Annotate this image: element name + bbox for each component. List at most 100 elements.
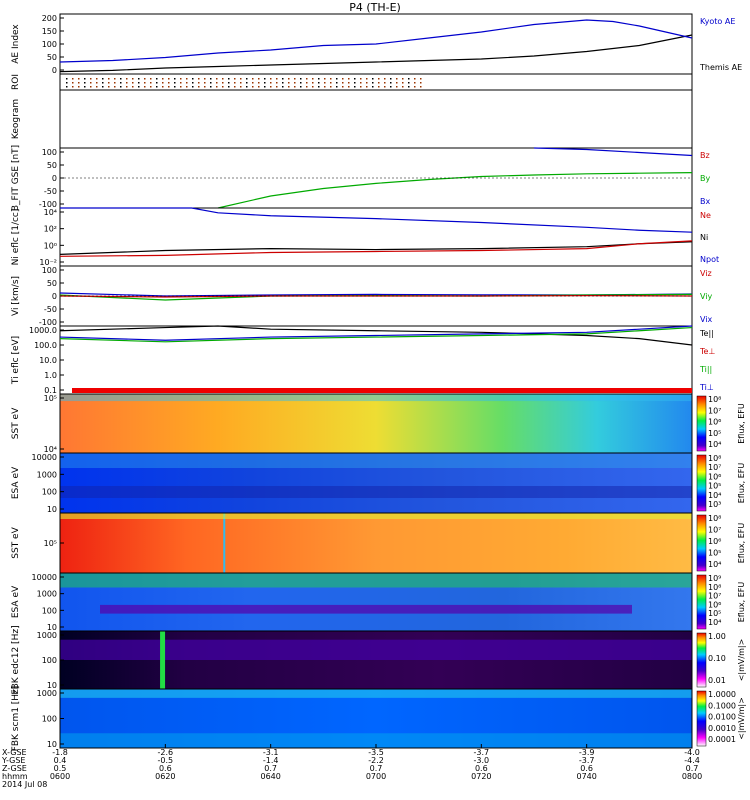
x-axis-value: 0720 [471, 772, 491, 781]
roi-dot [354, 82, 356, 84]
roi-dot [408, 86, 410, 88]
roi-dot [72, 82, 74, 84]
roi-dot [276, 82, 278, 84]
y-tick-label: 100 [42, 656, 57, 665]
y-tick-label: 0.1 [44, 386, 57, 395]
x-axis-value: -4.4 [684, 756, 700, 765]
legend-entry: Te|| [699, 329, 714, 338]
roi-dot [138, 86, 140, 88]
colorbar-esa-i [696, 454, 707, 512]
spectrogram-band [60, 394, 692, 402]
panel-ylabel: B_FIT GSE [nT] [11, 145, 21, 211]
roi-dot [282, 78, 284, 80]
roi-dot [108, 82, 110, 84]
roi-dot [102, 78, 104, 80]
data-coverage-bar [72, 388, 692, 393]
roi-dot [336, 82, 338, 84]
y-tick-label: -100 [39, 200, 57, 209]
roi-dot [372, 78, 374, 80]
roi-dot [378, 82, 380, 84]
roi-dot [90, 86, 92, 88]
roi-dot [198, 78, 200, 80]
colorbar-tick-label: 10⁴ [708, 440, 721, 449]
roi-dot [126, 78, 128, 80]
y-tick-label: 1000 [37, 590, 57, 599]
legend-entry: Bz [700, 151, 710, 160]
roi-dot [396, 82, 398, 84]
roi-dot [66, 86, 68, 88]
colorbar-fbk-b [696, 690, 707, 747]
roi-dot [78, 78, 80, 80]
roi-dot [348, 78, 350, 80]
legend-entry: Npot [700, 255, 719, 264]
x-axis-value: -3.9 [579, 748, 595, 757]
roi-dot [228, 82, 230, 84]
panel-fbk-e: FBK edc12 [Hz] 10 100 1000 1.00 0.10 0.01 <|mV/… [11, 625, 746, 694]
y-tick-label: 1000 [37, 631, 57, 640]
roi-dot [222, 86, 224, 88]
roi-dot [114, 86, 116, 88]
x-axis-row-label: X-GSE [2, 748, 27, 757]
colorbar-tick-label: 10⁵ [708, 482, 721, 491]
roi-dot [120, 82, 122, 84]
x-axis-value: -1.8 [52, 748, 68, 757]
y-tick-label: 100 [42, 715, 57, 724]
x-axis-value: -3.7 [579, 756, 595, 765]
roi-dot [420, 78, 422, 80]
panel-ylabel: Keogram [11, 99, 21, 139]
roi-dot [408, 82, 410, 84]
spectrogram-band [100, 604, 632, 614]
series-line-bx [533, 147, 693, 157]
spectrogram-sst-i [60, 394, 692, 453]
roi-dot [300, 86, 302, 88]
roi-dot [360, 78, 362, 80]
roi-dot [396, 86, 398, 88]
roi-dot [336, 86, 338, 88]
colorbar-label: Eflux, EFU [737, 523, 746, 564]
roi-dot [144, 82, 146, 84]
roi-dot [96, 82, 98, 84]
y-tick-label: 10⁻² [39, 258, 57, 267]
panel-ylabel: Vi [km/s] [11, 276, 21, 316]
roi-dot [78, 86, 80, 88]
y-tick-label: 10⁴ [44, 208, 57, 217]
roi-dot [258, 86, 260, 88]
roi-dot [324, 78, 326, 80]
roi-dot [108, 86, 110, 88]
panel-frame [59, 207, 693, 267]
colorbar-label: Eflux, EFU [737, 463, 746, 504]
legend-entry: Viy [700, 292, 713, 301]
roi-dot [384, 86, 386, 88]
roi-dot [414, 82, 416, 84]
roi-dot [264, 78, 266, 80]
colorbar-tick-label: 10⁸ [708, 514, 721, 523]
x-axis-value: 0.6 [580, 764, 593, 773]
legend-entry: Kyoto AE [700, 17, 735, 26]
roi-dot [402, 82, 404, 84]
x-axis-value: -3.5 [368, 748, 384, 757]
roi-dot [168, 86, 170, 88]
roi-dot [132, 86, 134, 88]
panel-sst-e: SST eV 10⁵ 10⁸ 10⁷ 10⁶ 10⁵ 10⁴ Eflux, EFU [11, 512, 746, 574]
colorbar-fbk-e [696, 632, 707, 688]
roi-dot [330, 86, 332, 88]
panel-ylabel: FBK scm1 [Hz] [11, 686, 21, 752]
roi-dot [288, 86, 290, 88]
panel-keogram: Keogram [11, 89, 693, 149]
roi-dot [204, 82, 206, 84]
roi-dot [150, 82, 152, 84]
roi-dot [84, 82, 86, 84]
x-axis-value: -3.1 [263, 748, 279, 757]
roi-dot [252, 82, 254, 84]
roi-dot [180, 78, 182, 80]
colorbar-tick-label: 0.0001 [708, 735, 736, 744]
roi-dot [306, 86, 308, 88]
roi-dot [216, 78, 218, 80]
colorbar-label: <|mV/m|> [737, 639, 746, 682]
roi-dot [420, 86, 422, 88]
y-tick-label: 100 [42, 148, 57, 157]
roi-dot [96, 86, 98, 88]
panel-ylabel: Ti eflc [eV] [11, 336, 21, 385]
legend-entry: By [700, 174, 710, 183]
y-tick-label: 0 [52, 174, 57, 183]
